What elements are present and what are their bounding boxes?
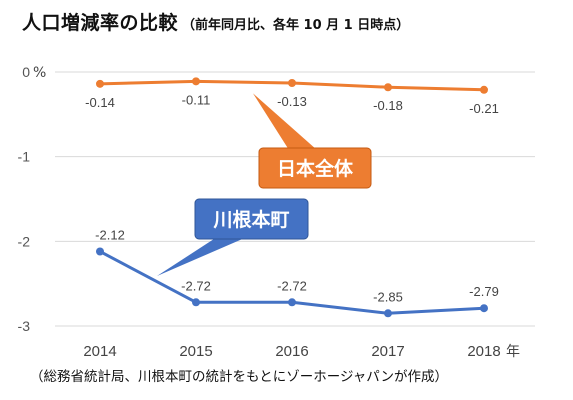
callout-pointer-national	[253, 93, 317, 150]
y-unit-label: %	[33, 65, 46, 81]
series-label-national: 日本全体	[277, 157, 354, 180]
chart-title-block: 人口増減率の比較 （前年同月比、各年 10 月 1 日時点）	[22, 8, 409, 35]
data-label: -2.12	[95, 227, 125, 242]
y-tick-label: -3	[18, 318, 31, 334]
data-point-national	[384, 83, 392, 92]
data-point-town	[96, 247, 104, 256]
chart-title: 人口増減率の比較	[22, 12, 179, 34]
callout-box-town	[194, 198, 309, 240]
data-label: -0.14	[85, 95, 115, 110]
data-point-town	[480, 304, 488, 313]
x-tick-label: 2016	[275, 343, 308, 360]
x-tick-label: 2015	[179, 343, 212, 360]
y-tick-label: -1	[18, 149, 31, 165]
data-label: -2.72	[181, 278, 211, 293]
y-tick-label: 0	[22, 64, 30, 80]
data-point-national	[288, 79, 296, 88]
data-label: -2.72	[277, 278, 307, 293]
x-tick-label: 2014	[83, 343, 116, 360]
data-point-town	[192, 298, 200, 307]
data-label: -0.13	[277, 94, 307, 109]
source-note: （総務省統計局、川根本町の統計をもとにゾーホージャパンが作成）	[30, 369, 448, 385]
x-tick-label: 2017	[371, 343, 404, 360]
callout-box-national	[258, 147, 372, 189]
series-label-town: 川根本町	[212, 208, 289, 231]
data-point-town	[384, 309, 392, 318]
callout-pointer-town	[157, 237, 247, 276]
data-label: -2.85	[373, 289, 403, 304]
data-label: -0.11	[182, 92, 211, 107]
x-unit-label: 年	[506, 344, 520, 360]
data-label: -0.18	[373, 98, 403, 113]
data-label: -2.79	[469, 284, 499, 299]
data-label: -0.21	[469, 101, 499, 116]
data-point-town	[288, 298, 296, 307]
chart-subtitle: （前年同月比、各年 10 月 1 日時点）	[182, 18, 410, 33]
y-tick-label: -2	[18, 233, 31, 249]
data-point-national	[480, 85, 488, 94]
data-point-national	[192, 77, 200, 86]
x-tick-label: 2018	[467, 343, 500, 360]
data-point-national	[96, 79, 104, 88]
